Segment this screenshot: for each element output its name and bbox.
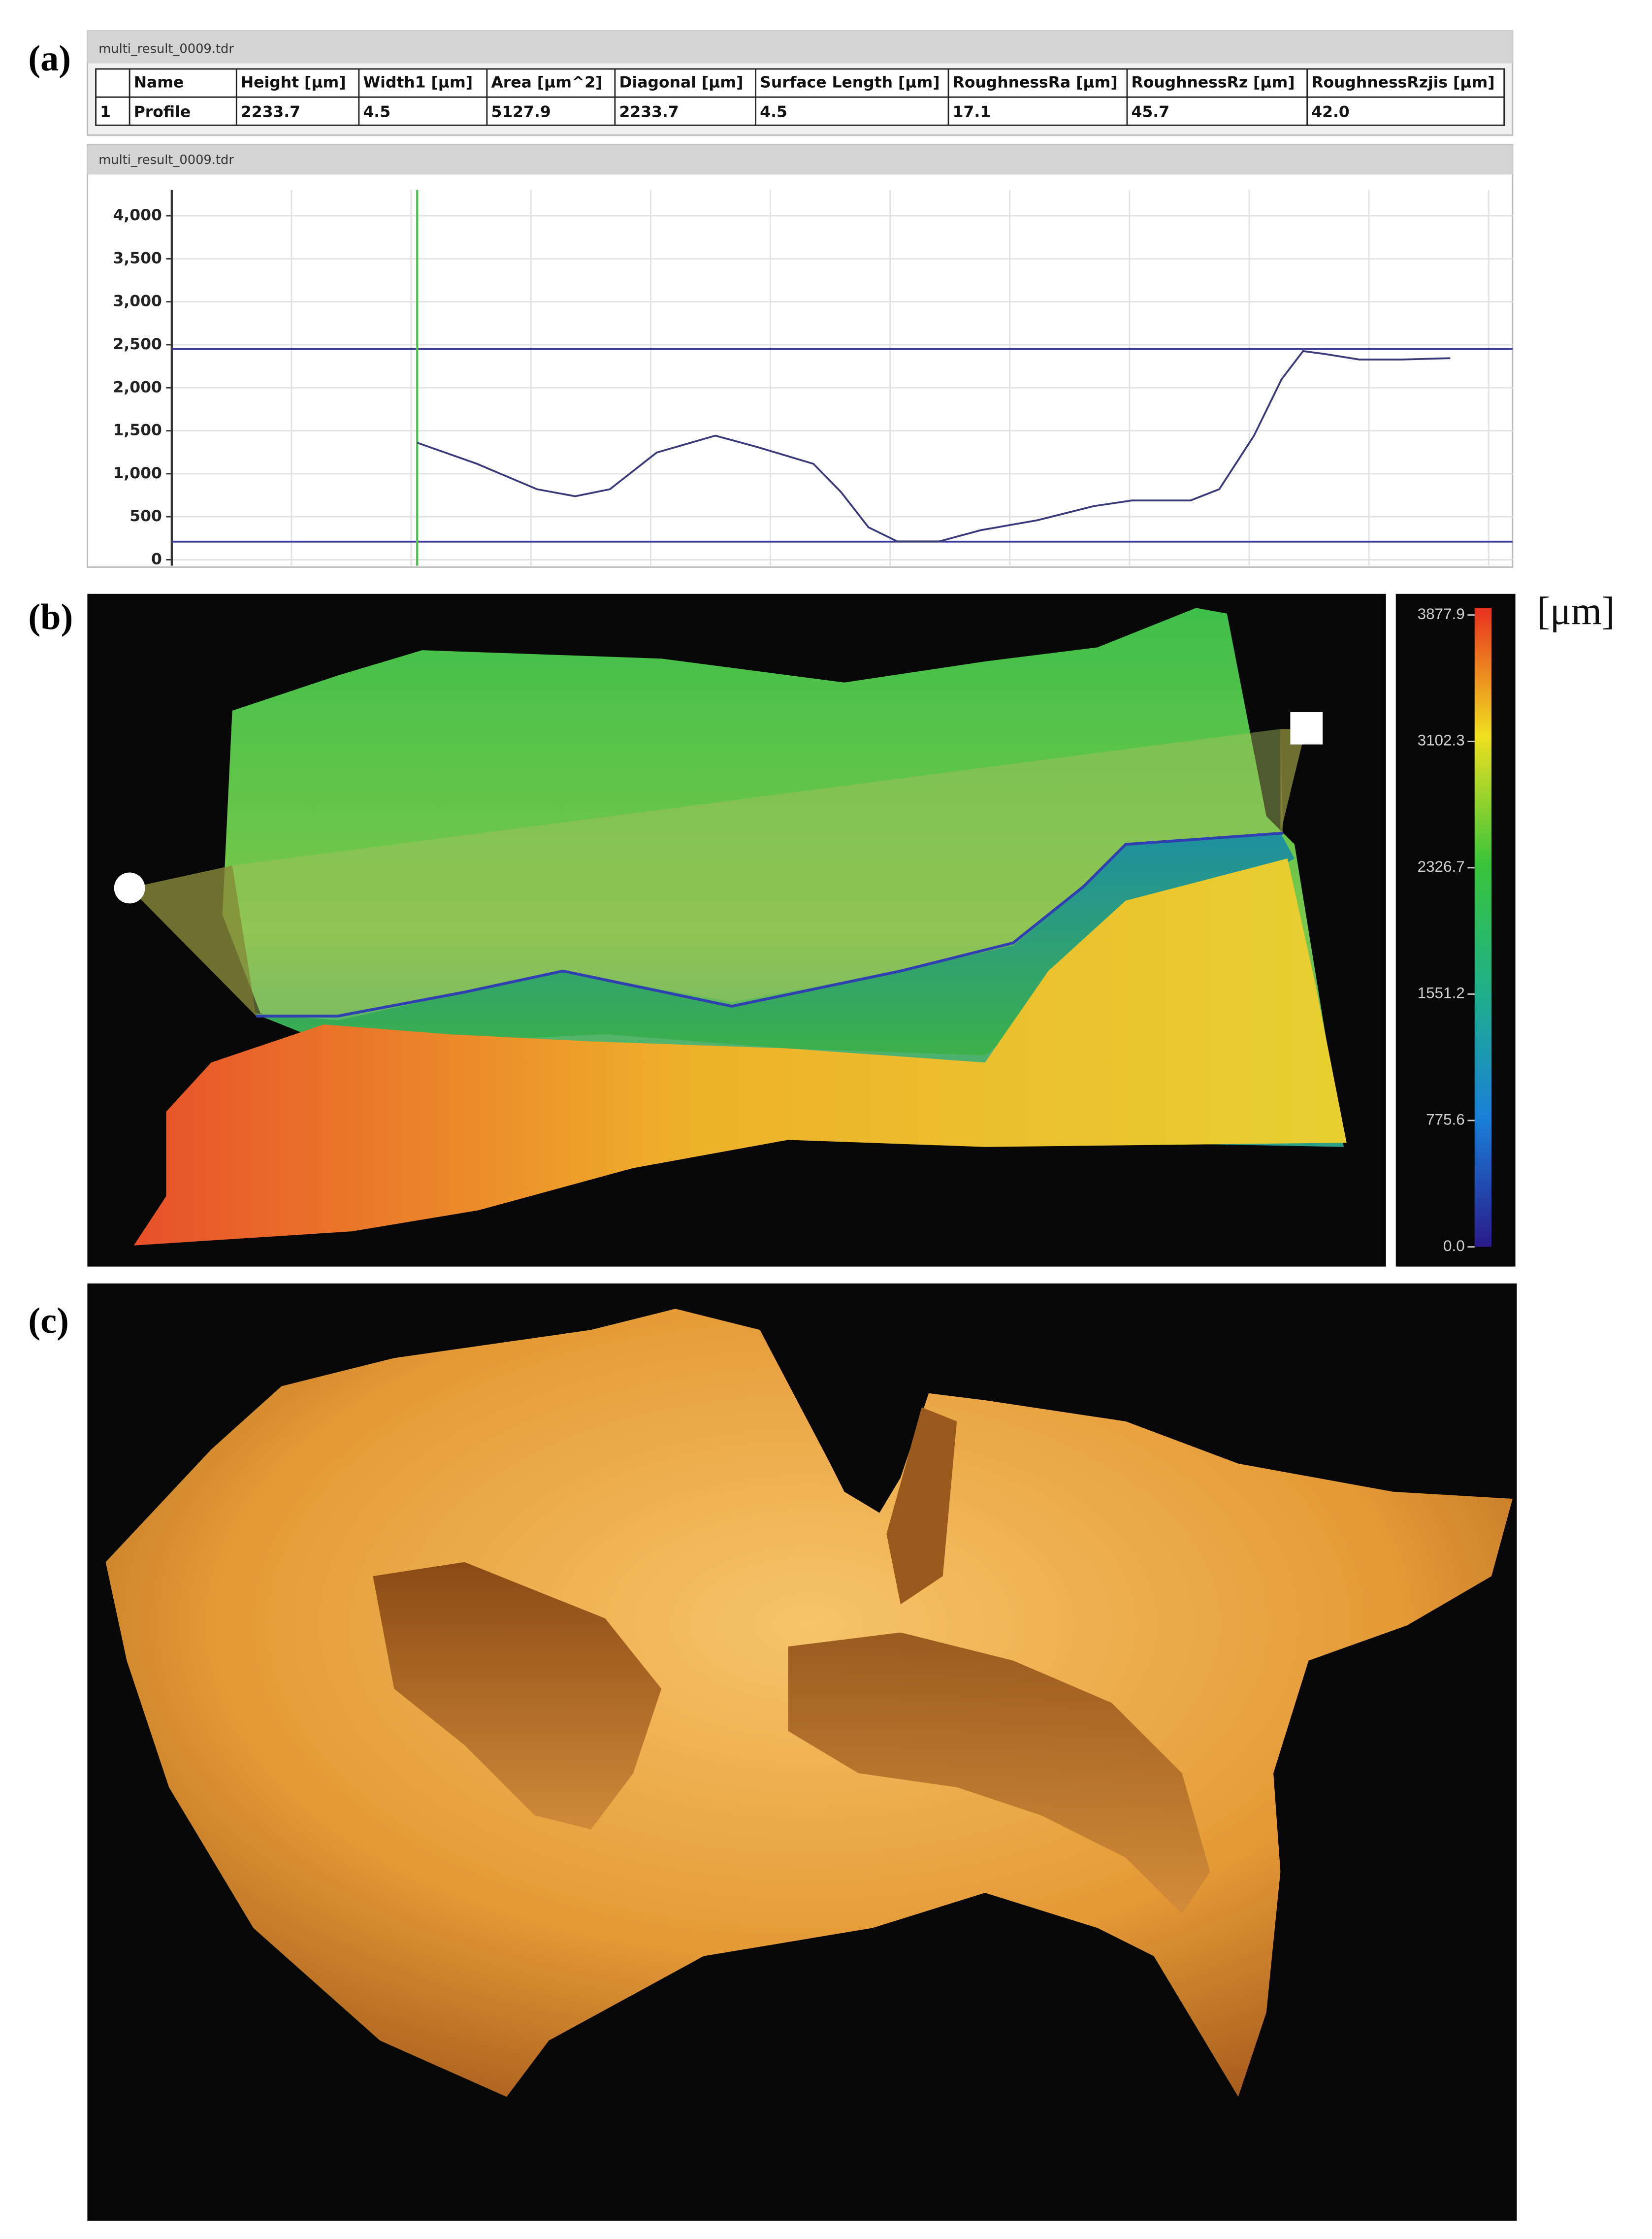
y-tick-label: 2,000 bbox=[113, 378, 162, 396]
colorbar bbox=[1474, 608, 1492, 1247]
plane-handle-left bbox=[130, 865, 257, 1016]
colorbar-tick-label: 2326.7 bbox=[1418, 858, 1465, 875]
y-tick-label: 0 bbox=[151, 550, 162, 568]
chart-title: multi_result_0009.tdr bbox=[98, 153, 234, 167]
colorbar-tick-label: 775.6 bbox=[1426, 1111, 1465, 1128]
header-cell: Name bbox=[134, 74, 184, 92]
table-cell: 1 bbox=[100, 103, 111, 121]
panel-label: (b) bbox=[28, 597, 73, 637]
table-cell: 2233.7 bbox=[619, 103, 679, 121]
trench-wall bbox=[373, 1562, 662, 1830]
colorbar-ticks: 3877.9 3102.3 2326.7 1551.2 775.6 0.0 bbox=[1418, 605, 1475, 1254]
height-map-view: 3877.9 3102.3 2326.7 1551.2 775.6 0.0 [μm] bbox=[87, 590, 1615, 1267]
y-tick-label: 3,500 bbox=[113, 249, 162, 267]
colorbar-tick-label: 3102.3 bbox=[1418, 732, 1465, 749]
ridge-wall bbox=[886, 1407, 957, 1605]
trench-wall bbox=[788, 1632, 1210, 1914]
y-tick-label: 1,500 bbox=[113, 422, 162, 439]
table-cell: Profile bbox=[134, 103, 191, 121]
colorbar-tick-label: 0.0 bbox=[1443, 1237, 1465, 1254]
colorbar-panel bbox=[1395, 593, 1516, 1267]
table-cell: 4.5 bbox=[760, 103, 787, 121]
table-cell: 17.1 bbox=[953, 103, 991, 121]
colorbar-tick-label: 3877.9 bbox=[1418, 605, 1465, 623]
y-tick-label: 4,000 bbox=[113, 206, 162, 224]
header-cell: RoughnessRz [μm] bbox=[1132, 74, 1295, 92]
window-title: multi_result_0009.tdr bbox=[98, 42, 234, 57]
panel-label: (a) bbox=[28, 38, 71, 79]
table-cell: 45.7 bbox=[1132, 103, 1170, 121]
panel-label: (c) bbox=[28, 1301, 68, 1341]
header-cell: Diagonal [μm] bbox=[619, 74, 743, 92]
3d-view bbox=[87, 1283, 1517, 2221]
colorbar-tick-label: 1551.2 bbox=[1418, 985, 1465, 1002]
colorbar-unit: [μm] bbox=[1537, 590, 1615, 633]
header-cell: Area [μm^2] bbox=[491, 74, 602, 92]
table-cell: 4.5 bbox=[363, 103, 390, 121]
handle-square[interactable] bbox=[1290, 712, 1323, 745]
table-window: multi_result_0009.tdr Name Height [μm] Wid… bbox=[86, 30, 1514, 136]
header-cell: RoughnessRa [μm] bbox=[953, 74, 1118, 92]
table-cells: Name Height [μm] Width1 [μm] Area [μm^2] Dia… bbox=[100, 69, 1495, 126]
section-line bbox=[256, 831, 1284, 1018]
table-cell: 5127.9 bbox=[491, 103, 551, 121]
table-cell: 42.0 bbox=[1311, 103, 1350, 121]
handle-circle[interactable] bbox=[114, 872, 145, 904]
table-cell: 2233.7 bbox=[241, 103, 300, 121]
title-bar bbox=[87, 31, 1513, 64]
plane-handle-right bbox=[1280, 729, 1306, 833]
y-tick-label: 1,000 bbox=[113, 464, 162, 482]
y-tick-label: 2,500 bbox=[113, 335, 162, 353]
profile-line bbox=[417, 350, 1451, 543]
y-tick-label: 3,000 bbox=[113, 293, 162, 310]
header-cell: Surface Length [μm] bbox=[760, 74, 939, 92]
profile-window: multi_result_0009.tdr 0 500 1,000 1,500 2,00… bbox=[86, 144, 1514, 568]
header-cell: Width1 [μm] bbox=[363, 74, 473, 92]
header-cell: Height [μm] bbox=[241, 74, 346, 92]
header-cell: RoughnessRzjis [μm] bbox=[1311, 74, 1494, 92]
title-bar bbox=[87, 145, 1513, 175]
y-tick-label: 500 bbox=[130, 507, 162, 525]
plot-area: 0 500 1,000 1,500 2,000 2,500 3,000 3,500 4,000 bbox=[113, 190, 1513, 568]
section-plane bbox=[232, 729, 1284, 1016]
lower-surface bbox=[133, 858, 1347, 1246]
